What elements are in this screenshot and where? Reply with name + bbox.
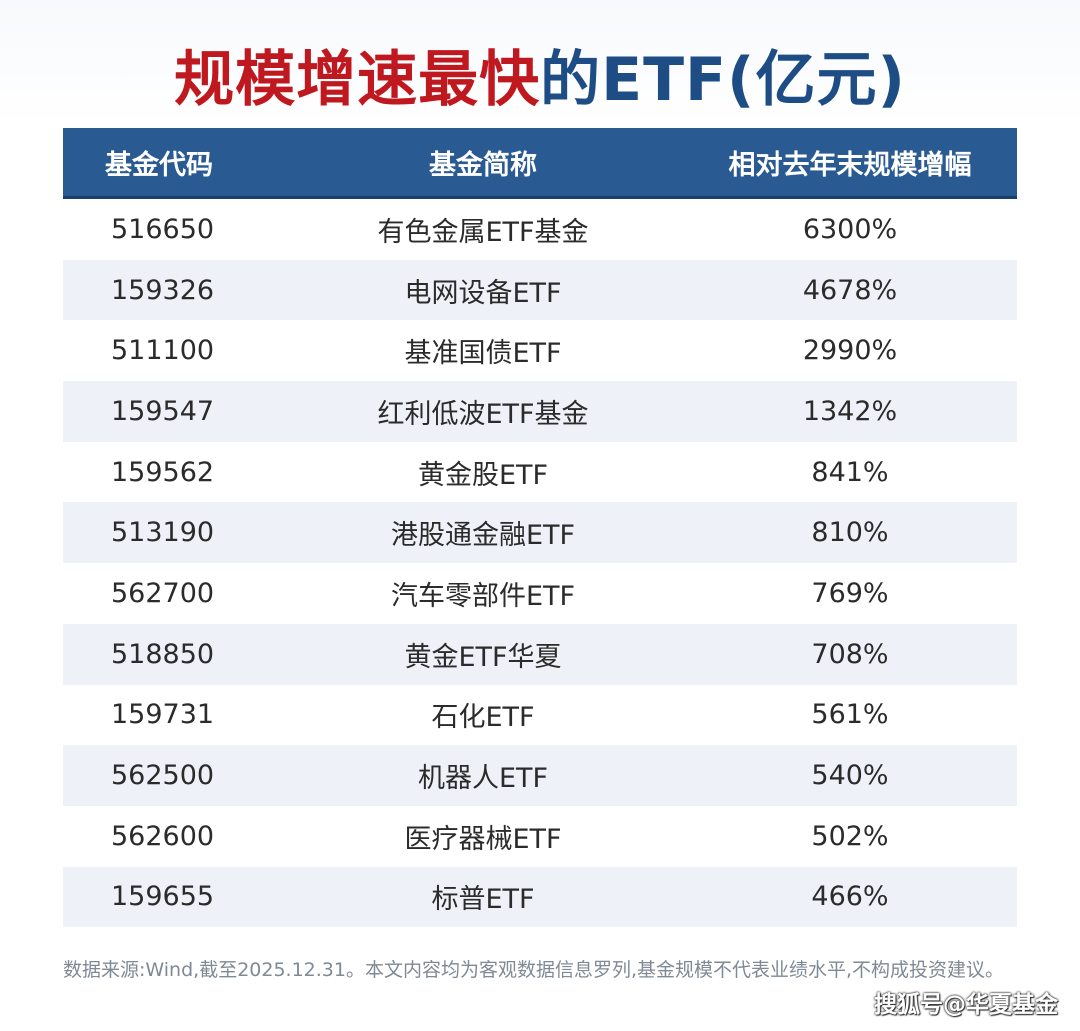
cell-fund-name: 基准国债ETF <box>404 338 562 370</box>
cell-fund-code: 562500 <box>111 760 215 792</box>
cell-fund-code: 518850 <box>111 638 215 670</box>
cell-fund-code: 516650 <box>111 213 215 245</box>
table-row: 159326 电网设备ETF 4678% <box>63 259 1017 321</box>
cell-growth: 4678% <box>802 274 898 306</box>
table-row: 159731 石化ETF 561% <box>63 685 1017 746</box>
cell-fund-name: 石化ETF <box>431 702 535 734</box>
cell-fund-name: 汽车零部件ETF <box>390 580 576 612</box>
cell-fund-code: 159562 <box>111 456 215 488</box>
cell-fund-name: 标普ETF <box>431 884 535 916</box>
table-body: 516650 有色金属ETF基金 6300% 159326 电网设备ETF 4678% 51… <box>63 199 1017 928</box>
cell-fund-name: 黄金ETF华夏 <box>404 641 562 673</box>
page-title: 规模增速最快的ETF(亿元) <box>0 38 1080 122</box>
cell-fund-name: 红利低波ETF基金 <box>377 398 589 430</box>
cell-fund-name: 电网设备ETF <box>404 277 562 309</box>
cell-fund-code: 159326 <box>111 274 215 306</box>
table-row: 511100 基准国债ETF 2990% <box>63 320 1017 381</box>
title-suffix: 的ETF(亿元) <box>540 45 906 115</box>
cell-fund-code: 159547 <box>111 395 215 427</box>
cell-fund-code: 159655 <box>111 881 215 913</box>
table-row: 516650 有色金属ETF基金 6300% <box>63 199 1017 260</box>
table-row: 159655 标普ETF 466% <box>63 866 1017 928</box>
table-row: 159547 红利低波ETF基金 1342% <box>63 381 1017 442</box>
title-highlight: 规模增速最快 <box>174 45 541 115</box>
cell-growth: 769% <box>811 577 889 609</box>
table-row: 159562 黄金股ETF 841% <box>63 442 1017 503</box>
cell-growth: 1342% <box>802 395 898 427</box>
table-row: 513190 港股通金融ETF 810% <box>63 502 1017 564</box>
watermark: 搜狐号@华夏基金 <box>874 992 1058 1018</box>
cell-growth: 6300% <box>802 213 898 245</box>
header-fund-name: 基金简称 <box>429 149 537 181</box>
cell-fund-name: 港股通金融ETF <box>390 520 576 552</box>
etf-table: 基金代码 基金简称 相对去年末规模增幅 516650 有色金属ETF基金 6300%… <box>63 128 1017 928</box>
cell-fund-name: 机器人ETF <box>417 763 549 795</box>
cell-growth: 2990% <box>802 335 898 367</box>
cell-fund-name: 医疗器械ETF <box>404 823 562 855</box>
cell-fund-code: 159731 <box>111 699 215 731</box>
header-growth: 相对去年末规模增幅 <box>728 149 972 181</box>
table-row: 562700 汽车零部件ETF 769% <box>63 563 1017 624</box>
table-row: 562500 机器人ETF 540% <box>63 745 1017 806</box>
table-row: 562600 医疗器械ETF 502% <box>63 806 1017 867</box>
cell-growth: 466% <box>811 881 889 913</box>
cell-fund-code: 562700 <box>111 577 215 609</box>
cell-growth: 841% <box>811 456 889 488</box>
cell-fund-name: 有色金属ETF基金 <box>377 216 589 248</box>
cell-fund-name: 黄金股ETF <box>417 459 549 491</box>
cell-fund-code: 513190 <box>111 517 215 549</box>
source-footnote: 数据来源:Wind,截至2025.12.31。本文内容均为客观数据信息罗列,基金… <box>63 959 1005 981</box>
cell-growth: 561% <box>811 699 889 731</box>
cell-growth: 502% <box>811 820 889 852</box>
cell-fund-code: 511100 <box>111 335 215 367</box>
cell-growth: 540% <box>811 760 889 792</box>
table-header: 基金代码 基金简称 相对去年末规模增幅 <box>63 128 1017 199</box>
cell-growth: 810% <box>811 517 889 549</box>
cell-fund-code: 562600 <box>111 820 215 852</box>
cell-growth: 708% <box>811 638 889 670</box>
table-row: 518850 黄金ETF华夏 708% <box>63 623 1017 685</box>
header-fund-code: 基金代码 <box>105 149 213 181</box>
